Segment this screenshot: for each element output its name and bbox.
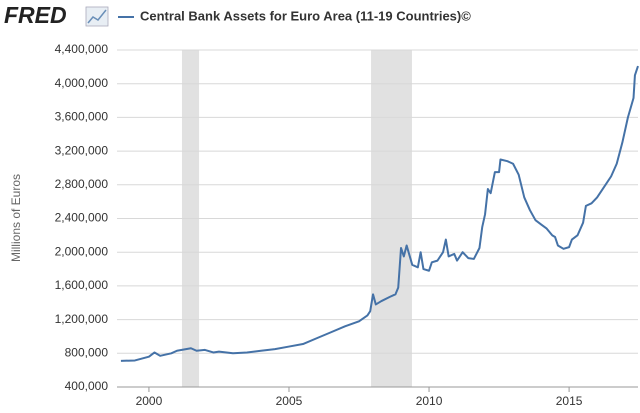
y-tick-label: 1,200,000 [55, 312, 109, 326]
y-tick-label: 2,400,000 [55, 211, 109, 225]
y-tick-label: 3,200,000 [55, 143, 109, 157]
y-tick-label: 800,000 [65, 345, 109, 359]
y-axis-label: Millions of Euros [9, 174, 23, 262]
legend-label: Central Bank Assets for Euro Area (11-19… [140, 8, 471, 23]
data-line [120, 65, 639, 362]
y-tick-label: 1,600,000 [55, 278, 109, 292]
x-tick-label: 2010 [416, 394, 443, 408]
y-tick-label: 3,600,000 [55, 110, 109, 124]
logo-icon [85, 6, 109, 27]
x-tick-label: 2015 [556, 394, 583, 408]
y-tick-label: 2,800,000 [55, 177, 109, 191]
y-tick-label: 2,000,000 [55, 244, 109, 258]
y-tick-label: 4,400,000 [55, 42, 109, 56]
x-tick-label: 2000 [136, 394, 163, 408]
y-tick-label: 400,000 [65, 379, 109, 393]
x-tick-label: 2005 [276, 394, 303, 408]
y-tick-label: 4,000,000 [55, 76, 109, 90]
logo: FRED [4, 2, 67, 28]
